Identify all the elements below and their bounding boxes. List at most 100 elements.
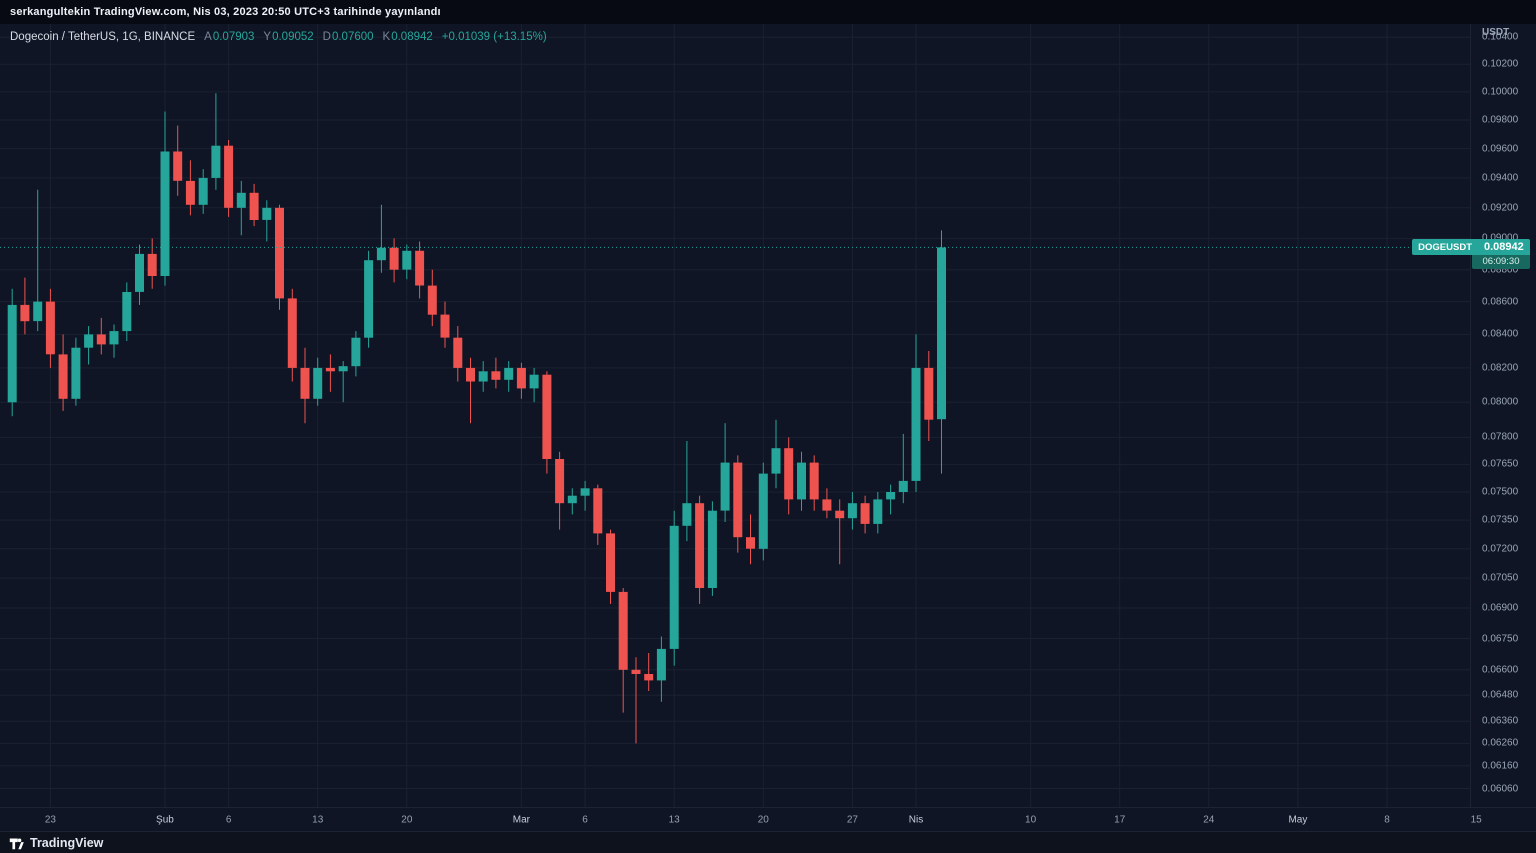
candle[interactable] (160, 111, 170, 286)
candle[interactable] (338, 361, 348, 403)
price-axis-label: 0.06480 (1482, 689, 1519, 701)
candle[interactable] (262, 200, 272, 242)
candle[interactable] (58, 334, 68, 411)
candle[interactable] (898, 433, 908, 504)
price-axis-label: 0.10200 (1482, 58, 1519, 70)
price-axis-label: 0.06750 (1482, 633, 1519, 645)
price-tag-countdown: 06:09:30 (1472, 255, 1530, 270)
time-axis-label: 27 (846, 814, 858, 825)
candle[interactable] (937, 230, 946, 474)
candle[interactable] (873, 492, 883, 534)
candle[interactable] (478, 361, 488, 392)
time-axis[interactable]: 23 Şub 6 13 20 Mar 6 13 20 27 Nis 10 17 24 May 8 15 (0, 807, 1536, 831)
candle[interactable] (135, 244, 144, 305)
candle[interactable] (669, 510, 679, 666)
candle[interactable] (71, 337, 81, 406)
candle[interactable] (822, 488, 832, 519)
candle[interactable] (211, 93, 221, 190)
candle[interactable] (173, 125, 183, 196)
candle[interactable] (631, 657, 641, 744)
candle[interactable] (198, 169, 208, 214)
candle[interactable] (720, 423, 730, 522)
current-price-tag: DOGEUSDT 0.08942 06:09:30 (1412, 239, 1530, 270)
price-axis-label: 0.08200 (1482, 362, 1519, 374)
candle[interactable] (835, 499, 845, 565)
candle[interactable] (109, 324, 119, 358)
price-axis-label: 0.07800 (1482, 431, 1519, 443)
candle[interactable] (746, 514, 755, 565)
candle[interactable] (695, 495, 705, 604)
symbol-title[interactable]: Dogecoin / TetherUS, 1G, BINANCE (10, 31, 196, 43)
price-axis-label: 0.07350 (1482, 514, 1519, 526)
price-axis-label: 0.08400 (1482, 328, 1519, 340)
candle[interactable] (287, 288, 297, 382)
price-axis[interactable]: USDT 0.10400 0.10200 0.10000 0.09800 0.09600… (1470, 24, 1536, 807)
candle[interactable] (351, 331, 361, 377)
candle[interactable] (504, 361, 514, 392)
tradingview-logo-icon[interactable] (8, 835, 24, 851)
candle[interactable] (682, 441, 692, 542)
candle[interactable] (402, 244, 412, 280)
candle[interactable] (542, 371, 552, 474)
price-tag-row: DOGEUSDT 0.08942 (1412, 239, 1530, 256)
publication-bar: serkangultekin TradingView.com, Nis 03, … (0, 0, 1536, 24)
candle[interactable] (415, 241, 425, 299)
candle[interactable] (453, 326, 463, 382)
time-axis-label: 15 (1470, 814, 1482, 825)
candle[interactable] (593, 484, 603, 545)
candle[interactable] (771, 419, 781, 489)
candle[interactable] (325, 354, 335, 392)
chart-area: Dogecoin / TetherUS, 1G, BINANCE A0.0790… (0, 24, 1536, 831)
price-axis-label: 0.07500 (1482, 486, 1519, 498)
candlestick-chart[interactable] (0, 24, 1470, 807)
candle[interactable] (147, 238, 157, 289)
candle[interactable] (567, 488, 577, 515)
candle[interactable] (797, 451, 806, 511)
candle[interactable] (20, 277, 30, 335)
candle[interactable] (656, 636, 666, 702)
tradingview-logo-text[interactable]: TradingView (30, 835, 104, 850)
candle[interactable] (886, 484, 896, 515)
time-axis-label: 6 (582, 814, 588, 825)
candle[interactable] (847, 492, 857, 530)
candle[interactable] (491, 357, 501, 389)
candle[interactable] (733, 455, 743, 553)
candle[interactable] (618, 588, 628, 713)
candle[interactable] (224, 140, 234, 217)
legend-low: D0.07600 (323, 31, 374, 43)
candle[interactable] (84, 326, 94, 365)
candle[interactable] (313, 357, 323, 406)
candle[interactable] (427, 269, 437, 327)
candle[interactable] (555, 451, 565, 530)
candle[interactable] (376, 204, 386, 273)
candle[interactable] (516, 362, 526, 399)
candle[interactable] (529, 367, 539, 403)
candle[interactable] (389, 238, 399, 283)
price-axis-label: 0.07650 (1482, 458, 1519, 470)
candle[interactable] (860, 495, 870, 534)
candle[interactable] (606, 529, 615, 604)
candle[interactable] (580, 480, 590, 511)
candle[interactable] (758, 462, 768, 561)
candle[interactable] (236, 180, 246, 236)
candle[interactable] (96, 317, 106, 355)
candle[interactable] (809, 455, 819, 511)
candle[interactable] (440, 301, 450, 348)
candle[interactable] (185, 160, 195, 216)
candle[interactable] (33, 189, 43, 332)
time-axis-label: 6 (225, 814, 232, 825)
candle[interactable] (644, 653, 654, 691)
candle[interactable] (300, 347, 310, 424)
candle[interactable] (45, 288, 55, 368)
time-axis-label: Mar (512, 814, 531, 825)
candle[interactable] (784, 437, 794, 515)
candle[interactable] (249, 183, 259, 227)
candle[interactable] (364, 250, 374, 348)
candle[interactable] (911, 334, 921, 492)
candle[interactable] (7, 288, 17, 417)
candle[interactable] (707, 501, 717, 596)
candle[interactable] (466, 357, 475, 424)
candle[interactable] (122, 282, 132, 341)
candle[interactable] (924, 351, 934, 441)
candle[interactable] (275, 204, 284, 310)
